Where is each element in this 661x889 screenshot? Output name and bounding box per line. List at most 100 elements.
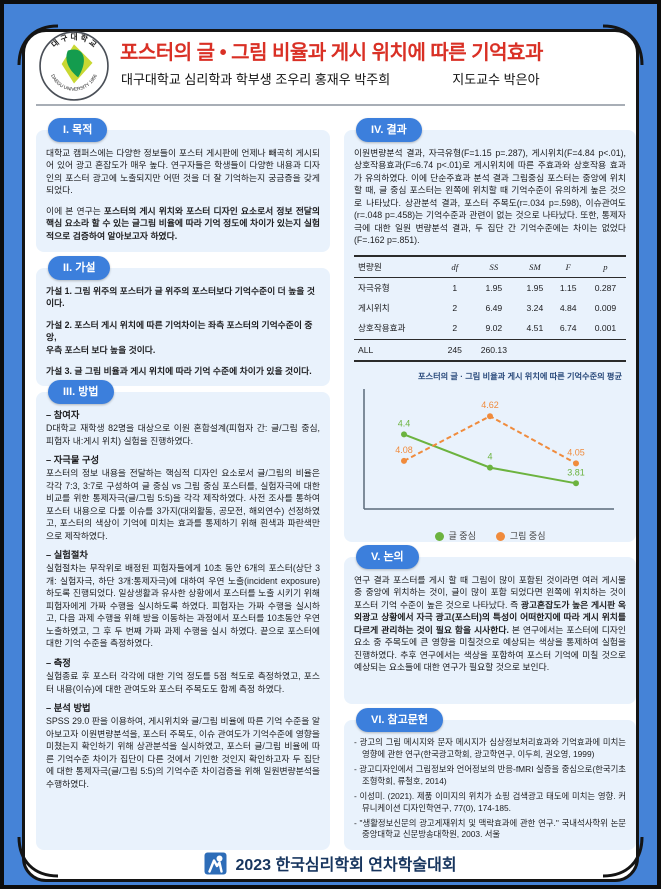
anova-row: 상호작용효과 2 9.02 4.51 6.74 0.001 — [354, 318, 626, 339]
data-point — [573, 479, 579, 486]
data-point — [487, 412, 493, 419]
data-point-label: 4.62 — [481, 400, 499, 410]
anova-cell: 1.95 — [485, 283, 503, 294]
data-point-label: 3.81 — [567, 467, 585, 477]
anova-cell: 게시위치 — [358, 303, 390, 314]
anova-cell: 2 — [452, 323, 458, 334]
anova-header-cell: SS — [469, 255, 519, 279]
anova-cell: 260.13 — [469, 338, 519, 361]
anova-cell: 4.51 — [526, 323, 544, 334]
legend-dot-icon — [434, 531, 444, 541]
hypothesis-2: 가설 2. 포스터 게시 위치에 따른 기억차이는 좌측 포스터의 기억수준이 … — [46, 319, 313, 355]
section-hypothesis-badge: II. 가설 — [48, 256, 111, 280]
data-point — [401, 430, 407, 437]
purpose-paragraph-1: 대학교 캠퍼스에는 다양한 정보들이 포스터 게시판에 언제나 빼곡히 게시되어… — [46, 148, 320, 196]
anova-cell: 상호작용효과 — [358, 323, 406, 334]
advisor: 지도교수 박은아 — [452, 72, 540, 87]
chart-legend: 글 중심 그림 중심 — [354, 530, 626, 543]
reference-item: - 광고의 그림 메시지와 문자 메시지가 심상정보처리효과와 기억효과에 미치… — [354, 737, 626, 759]
legend-item: 그림 중심 — [495, 530, 546, 543]
legend-dot-icon — [495, 531, 505, 541]
reference-item: - "생활정보신문의 광고게재위치 및 맥락효과에 관한 연구." 국내석사학위… — [354, 817, 626, 840]
data-point-label: 4.08 — [395, 444, 413, 454]
anova-row: 자극유형 1 1.95 1.95 1.15 0.287 — [354, 278, 626, 299]
method-analysis-head: – 분석 방법 — [46, 702, 91, 713]
data-point-label: 4.4 — [398, 418, 411, 428]
line-chart: 4.4 4 3.81 4.08 4.62 4.05 — [354, 385, 626, 526]
method-measure-head: – 측정 — [46, 657, 71, 668]
discussion-lead: 연구 결과 포스터를 게시 할 때 그림이 많이 포함된 것이라면 여러 게시물… — [354, 575, 626, 610]
purpose-paragraph-2: 이에 본 연구는 포스터의 게시 위치와 포스터 디자인 요소로서 정보 전달의… — [46, 205, 320, 242]
discussion-paragraph: 연구 결과 포스터를 게시 할 때 그림이 많이 포함된 것이라면 여러 게시물… — [354, 574, 626, 674]
authors: 대구대학교 심리학과 학부생 조우리 홍재우 박주희 — [121, 72, 391, 87]
method-measure-text: 실험종료 후 포스터 각각에 대한 기억 정도를 5점 척도로 측정하였고, 포… — [46, 671, 320, 694]
chart-canvas: 4.4 4 3.81 4.08 4.62 4.05 — [363, 388, 614, 510]
conference-title: 2023 한국심리학회 연차학술대회 — [235, 857, 457, 874]
method-procedure-text: 실험절차는 무작위로 배정된 피험자들에게 10초 동안 6개의 포스터(상단 … — [46, 563, 320, 649]
section-method-badge: III. 방법 — [48, 380, 114, 404]
section-results: IV. 결과 이원변량분석 결과, 자극유형(F=1.15 p=.287), 게… — [344, 118, 636, 543]
anova-header-cell: p — [584, 255, 626, 279]
reference-item: - 광고디자인에서 그림정보와 언어정보의 반응-fMRI 실증을 중심으로(한… — [354, 763, 626, 786]
legend-item: 글 중심 — [434, 530, 476, 543]
logo-leaf-shape — [66, 49, 84, 78]
results-paragraph: 이원변량분석 결과, 자극유형(F=1.15 p=.287), 게시위치(F=4… — [354, 148, 626, 246]
anova-cell: 3.24 — [526, 303, 544, 314]
anova-header-cell: SM — [518, 255, 552, 279]
anova-cell: 0.009 — [594, 303, 617, 314]
anova-cell: 0.287 — [594, 283, 617, 294]
method-analysis-text: SPSS 29.0 판을 이용하여, 게시위치와 글/그림 비율에 따른 기억 … — [46, 716, 320, 789]
reference-item: - 이성미. (2021). 제품 이미지의 위치가 쇼핑 검색광고 태도에 미… — [354, 790, 626, 813]
anova-cell: 6.74 — [559, 323, 577, 334]
byline: 대구대학교 심리학과 학부생 조우리 홍재우 박주희 지도교수 박은아 — [121, 69, 626, 88]
anova-cell: 4.84 — [559, 303, 577, 314]
chart-title: 포스터의 글 · 그림 비율과 게시 위치에 따른 기억수준의 평균 — [418, 371, 622, 381]
discussion-bold: 광고혼잡도가 높은 게시판 옥외광고 상황에서 자극 광고(포스터)의 특성이 … — [354, 599, 627, 635]
anova-cell: 자극유형 — [358, 283, 390, 294]
method-participants-head: – 참여자 — [46, 410, 80, 420]
anova-cell — [584, 338, 626, 361]
anova-cell — [518, 338, 552, 361]
data-point — [487, 464, 493, 471]
hypothesis-3: 가설 3. 글 그림 비율과 게시 위치에 따라 기억 수준에 차이가 있을 것… — [46, 366, 312, 377]
anova-cell: 9.02 — [485, 323, 503, 334]
purpose-bold: 포스터의 게시 위치와 포스터 디자인 요소로서 정보 전달의 핵심 요소라 할… — [46, 205, 320, 241]
method-participants-text: D대학교 재학생 82명을 대상으로 이원 혼합설계(피험자 간: 글/그림 중… — [46, 423, 320, 446]
method-stimulus-text: 포스터의 정보 내용을 전달하는 핵심적 디자인 요소로서 글/그림의 비율은 … — [46, 468, 320, 541]
anova-cell — [551, 338, 585, 361]
anova-cell: 245 — [439, 338, 470, 361]
section-references-badge: VI. 참고문헌 — [356, 708, 443, 732]
section-purpose: I. 목적 대학교 캠퍼스에는 다양한 정보들이 포스터 게시판에 언제나 빼곡… — [36, 118, 330, 252]
anova-cell: 1.95 — [526, 283, 544, 294]
anova-table-body: 자극유형 1 1.95 1.95 1.15 0.287 게시위치 2 6.49 3.24 4.84 0… — [354, 278, 626, 361]
method-procedure-head: – 실험절차 — [46, 550, 88, 561]
anova-header-cell: df — [439, 255, 470, 279]
header-divider — [36, 104, 625, 106]
section-discussion-badge: V. 논의 — [356, 545, 419, 569]
purpose-lead: 이에 본 연구는 — [46, 205, 104, 216]
data-point — [401, 457, 407, 464]
legend-label: 그림 중심 — [509, 531, 546, 542]
anova-header-cell: 변량원 — [354, 255, 440, 279]
anova-cell: 0.001 — [594, 323, 617, 334]
anova-row: ALL 245 260.13 — [354, 338, 626, 361]
data-point-label: 4 — [487, 451, 492, 461]
section-purpose-badge: I. 목적 — [48, 118, 108, 142]
section-results-badge: IV. 결과 — [356, 118, 422, 142]
anova-header-cell: F — [551, 255, 585, 279]
section-discussion: V. 논의 연구 결과 포스터를 게시 할 때 그림이 많이 포함된 것이라면 … — [344, 545, 636, 704]
footer: 2023 한국심리학회 연차학술대회 — [0, 851, 661, 875]
anova-cell: 2 — [452, 303, 458, 314]
section-method: III. 방법 – 참여자 D대학교 재학생 82명을 대상으로 이원 혼합설계… — [36, 380, 330, 850]
poster-title: 포스터의 글 • 그림 비율과 게시 위치에 따른 기억효과 — [120, 42, 543, 64]
section-hypothesis: II. 가설 가설 1. 그림 위주의 포스터가 글 위주의 포스터보다 기억수… — [36, 256, 330, 386]
legend-label: 글 중심 — [448, 531, 476, 542]
data-point — [573, 459, 579, 466]
anova-cell: ALL — [354, 338, 440, 361]
section-references: VI. 참고문헌 - 광고의 그림 메시지와 문자 메시지가 심상정보처리효과와… — [344, 708, 636, 850]
anova-cell: 1 — [452, 283, 458, 294]
anova-cell: 6.49 — [485, 303, 503, 314]
